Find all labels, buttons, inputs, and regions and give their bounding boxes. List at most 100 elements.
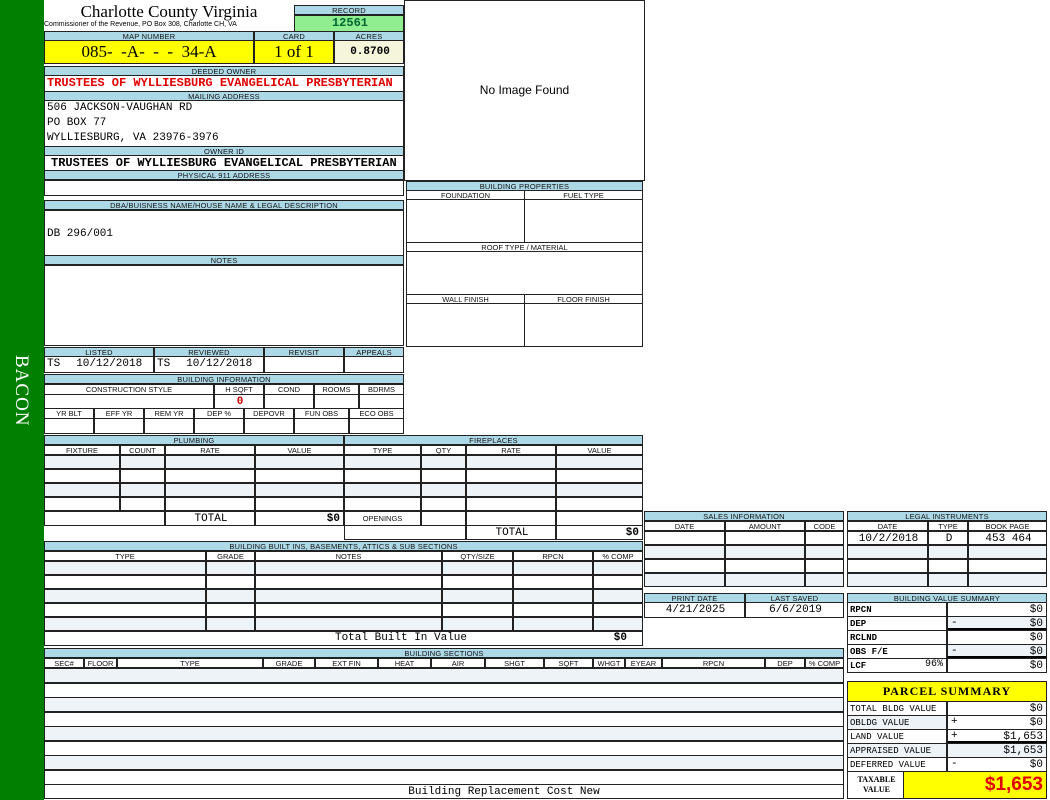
appeals-value[interactable] [344,356,404,373]
plumbing-cell[interactable] [120,497,165,511]
fireplaces-cell[interactable] [421,483,466,497]
builtins-cell[interactable] [442,589,513,603]
builtins-cell[interactable] [206,561,255,575]
section-row[interactable] [44,755,844,770]
sales-cell[interactable] [805,531,844,545]
fireplaces-cell[interactable] [421,497,466,511]
plumbing-cell[interactable] [120,455,165,469]
builtins-cell[interactable] [593,575,643,589]
building-info-value[interactable] [314,394,359,409]
sales-cell[interactable] [805,559,844,573]
builtins-cell[interactable] [255,561,442,575]
builtins-cell[interactable] [593,617,643,631]
building-info-value[interactable] [44,418,94,434]
fireplaces-cell[interactable] [556,497,643,511]
building-info-value[interactable] [264,394,314,409]
plumbing-cell[interactable] [165,497,255,511]
section-row[interactable] [44,740,844,756]
fireplaces-cell[interactable] [466,455,556,469]
sales-cell[interactable] [644,545,725,559]
section-row[interactable] [44,711,844,727]
section-row[interactable] [44,682,844,698]
sales-cell[interactable] [725,573,805,587]
plumbing-cell[interactable] [255,483,344,497]
plumbing-cell[interactable] [44,483,120,497]
fireplaces-cell[interactable] [421,469,466,483]
fireplaces-cell[interactable] [466,483,556,497]
building-info-value[interactable] [44,394,214,409]
builtins-cell[interactable] [513,603,593,617]
builtins-cell[interactable] [206,589,255,603]
legal-cell[interactable] [847,573,928,587]
builtins-cell[interactable] [442,561,513,575]
fireplaces-cell[interactable] [421,455,466,469]
sales-cell[interactable] [805,573,844,587]
fireplaces-cell[interactable] [344,469,421,483]
legal-cell[interactable] [968,545,1047,559]
fireplaces-cell[interactable] [344,497,421,511]
building-info-value[interactable] [349,418,404,434]
builtins-cell[interactable] [513,589,593,603]
legal-cell[interactable] [968,573,1047,587]
fuel-type-value[interactable] [524,199,643,243]
building-info-value[interactable]: 0 [214,394,264,409]
builtins-cell[interactable] [255,589,442,603]
plumbing-cell[interactable] [255,497,344,511]
building-info-value[interactable] [359,394,404,409]
legal-cell[interactable] [968,559,1047,573]
section-row[interactable] [44,726,844,741]
fireplaces-cell[interactable] [466,497,556,511]
builtins-cell[interactable] [44,603,206,617]
legal-cell[interactable] [928,559,968,573]
openings-cell[interactable] [556,511,643,526]
legal-cell[interactable] [928,573,968,587]
wall-finish-value[interactable] [406,303,525,347]
fireplaces-cell[interactable] [344,483,421,497]
builtins-cell[interactable] [255,617,442,631]
sales-cell[interactable] [644,531,725,545]
building-info-value[interactable] [244,418,294,434]
builtins-cell[interactable] [44,575,206,589]
plumbing-cell[interactable] [255,469,344,483]
legal-cell[interactable] [928,545,968,559]
sales-cell[interactable] [805,545,844,559]
legal-cell[interactable]: 453 464 [968,531,1047,545]
builtins-cell[interactable] [442,575,513,589]
foundation-value[interactable] [406,199,525,243]
building-info-value[interactable] [294,418,349,434]
plumbing-cell[interactable] [120,483,165,497]
section-row[interactable] [44,697,844,712]
openings-cell[interactable] [421,511,466,526]
physical-address[interactable] [44,180,404,196]
fireplaces-cell[interactable] [344,455,421,469]
building-info-value[interactable] [144,418,194,434]
floor-finish-value[interactable] [524,303,643,347]
builtins-cell[interactable] [593,589,643,603]
builtins-cell[interactable] [593,603,643,617]
roof-value[interactable] [406,251,643,295]
builtins-cell[interactable] [513,575,593,589]
notes-field[interactable] [44,265,404,346]
builtins-cell[interactable] [442,603,513,617]
plumbing-cell[interactable] [44,455,120,469]
legal-cell[interactable]: D [928,531,968,545]
fireplaces-cell[interactable] [556,455,643,469]
plumbing-cell[interactable] [120,469,165,483]
builtins-cell[interactable] [44,589,206,603]
plumbing-cell[interactable] [44,497,120,511]
plumbing-cell[interactable] [165,469,255,483]
plumbing-cell[interactable] [165,483,255,497]
legal-cell[interactable] [847,545,928,559]
building-info-value[interactable] [194,418,244,434]
legal-cell[interactable]: 10/2/2018 [847,531,928,545]
fireplaces-cell[interactable] [556,483,643,497]
legal-cell[interactable] [847,559,928,573]
fireplaces-cell[interactable] [556,469,643,483]
builtins-cell[interactable] [44,617,206,631]
builtins-cell[interactable] [206,617,255,631]
sales-cell[interactable] [725,545,805,559]
sales-cell[interactable] [644,573,725,587]
builtins-cell[interactable] [255,575,442,589]
section-row[interactable] [44,668,844,683]
builtins-cell[interactable] [593,561,643,575]
